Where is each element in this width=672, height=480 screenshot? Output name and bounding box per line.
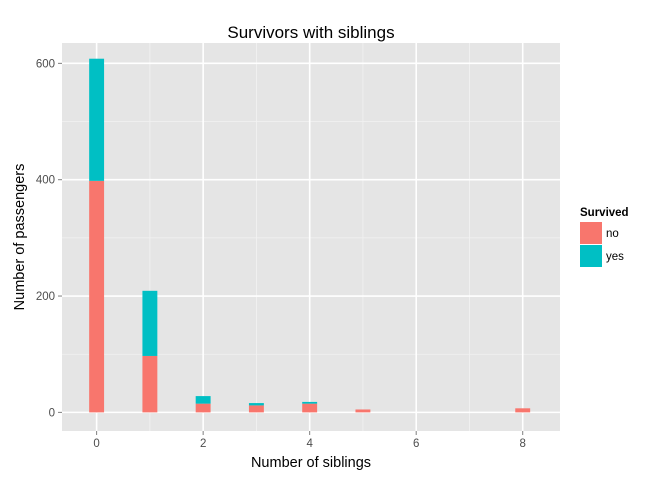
- x-axis-ticks: 0 2 4 6 8: [93, 431, 526, 450]
- bar-yes-siblings-0: [89, 58, 105, 181]
- legend-key-yes: [580, 245, 602, 267]
- bar-no-siblings-0: [89, 180, 105, 413]
- chart-title: Survivors with siblings: [227, 23, 394, 42]
- bar-no-siblings-1: [142, 355, 158, 413]
- y-tick-label: 200: [36, 291, 55, 303]
- legend-title: Survived: [580, 207, 629, 219]
- plot-panel: [62, 43, 560, 431]
- bars: [89, 58, 531, 413]
- legend-label-yes: yes: [606, 251, 624, 263]
- x-tick-label: 0: [93, 438, 99, 450]
- legend-label-no: no: [606, 228, 619, 240]
- y-axis-title: Number of passengers: [12, 164, 28, 311]
- bar-no-siblings-4: [302, 403, 318, 413]
- bar-yes-siblings-3: [248, 403, 264, 406]
- bar-no-siblings-5: [355, 409, 371, 413]
- bar-no-siblings-3: [248, 405, 264, 413]
- y-tick-label: 0: [49, 407, 55, 419]
- bar-no-siblings-8: [515, 408, 531, 413]
- bar-no-siblings-2: [195, 403, 211, 413]
- bar-yes-siblings-4: [302, 401, 318, 404]
- y-tick-label: 400: [36, 175, 55, 187]
- y-tick-label: 600: [36, 58, 55, 70]
- x-tick-label: 6: [413, 438, 419, 450]
- bar-yes-siblings-1: [142, 290, 158, 356]
- x-tick-label: 8: [520, 438, 526, 450]
- x-axis-title: Number of siblings: [251, 455, 371, 471]
- x-tick-label: 2: [200, 438, 206, 450]
- x-tick-label: 4: [306, 438, 313, 450]
- y-axis-ticks: 0 200 400 600: [36, 58, 62, 419]
- bar-yes-siblings-2: [195, 396, 211, 404]
- legend: Survived no yes: [580, 207, 629, 267]
- legend-key-no: [580, 222, 602, 244]
